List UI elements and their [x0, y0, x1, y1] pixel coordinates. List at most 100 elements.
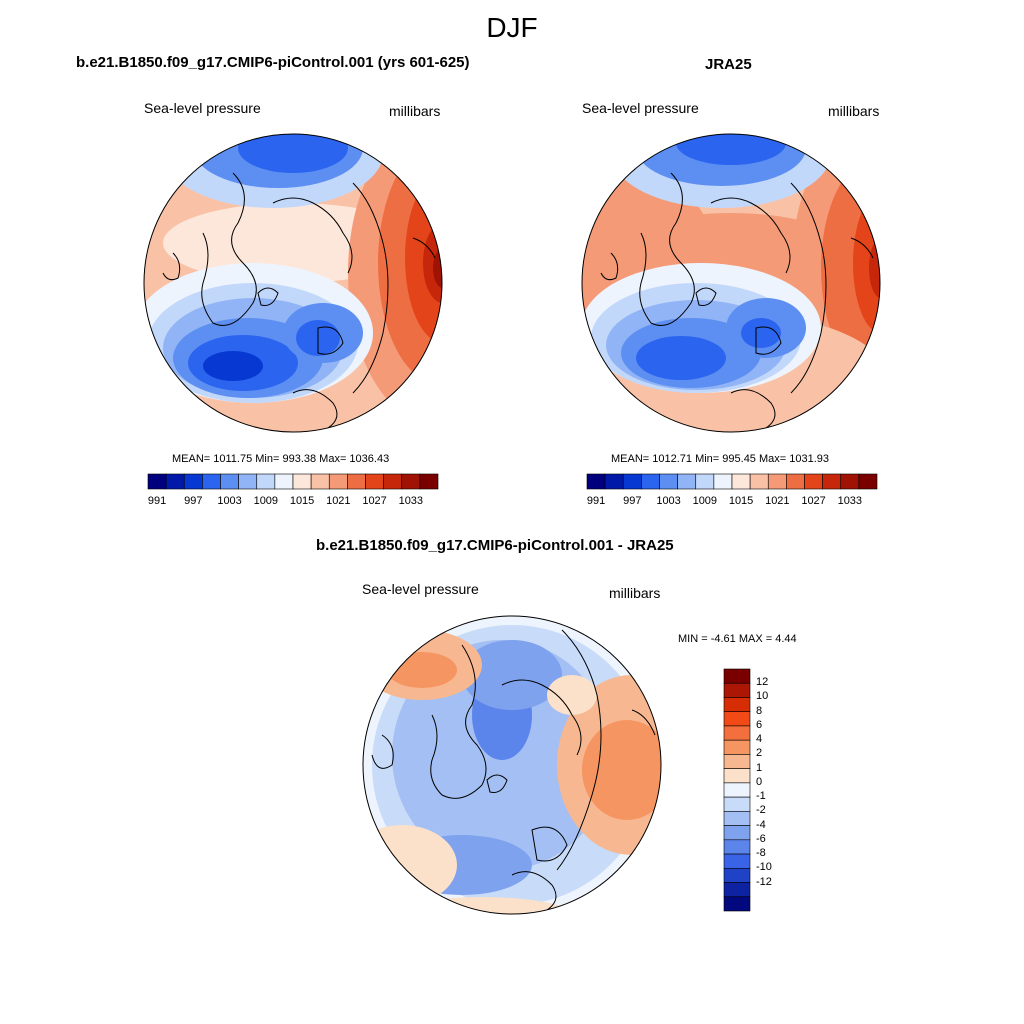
colorbar-box	[723, 796, 751, 812]
colorbar-box	[202, 473, 221, 490]
panel1-colorbar-labels: 991 997 1003 1009 1015 1021 1027 1033	[148, 495, 438, 509]
colorbar-tick-label: -8	[756, 847, 766, 860]
colorbar-tick-label: 997	[623, 495, 642, 507]
panel1-units-label: millibars	[389, 103, 441, 119]
colorbar-box	[723, 896, 751, 912]
colorbar-tick-label: 1009	[692, 495, 718, 507]
panel1-polar-map	[143, 133, 443, 433]
page-title: DJF	[486, 12, 538, 43]
colorbar-tick-label: 10	[756, 690, 769, 703]
colorbar-box	[586, 473, 606, 490]
colorbar-box	[723, 711, 751, 727]
colorbar-tick-label: 1033	[837, 495, 863, 507]
panel2-stats: MEAN= 1012.71 Min= 995.45 Max= 1031.93	[611, 453, 830, 465]
colorbar-box	[310, 473, 330, 490]
colorbar-box	[604, 473, 624, 490]
colorbar-box	[723, 867, 751, 883]
panel2-title: JRA25	[705, 56, 752, 73]
colorbar-box	[723, 682, 751, 698]
colorbar-box	[713, 473, 733, 490]
colorbar-tick-label: -1	[756, 790, 766, 803]
colorbar-tick-label: -12	[756, 875, 772, 888]
colorbar-box	[723, 754, 751, 769]
panel3-variable-label: Sea-level pressure	[362, 581, 479, 597]
colorbar-box	[365, 473, 384, 490]
colorbar-box	[347, 473, 366, 490]
colorbar-tick-label: 12	[756, 676, 769, 689]
colorbar-tick-label: 1003	[656, 495, 681, 507]
panel3-title: b.e21.B1850.f09_g17.CMIP6-piControl.001 …	[316, 537, 674, 554]
panel3-polar-map	[362, 615, 662, 915]
colorbar-tick-label: 991	[586, 495, 606, 507]
colorbar-tick-label: 1	[756, 761, 763, 774]
panel3-colorbar	[723, 668, 751, 912]
colorbar-tick-label: 1003	[217, 495, 242, 507]
panel3-units-label: millibars	[609, 585, 661, 601]
panel1-colorbar	[147, 473, 439, 490]
colorbar-box	[804, 473, 823, 490]
colorbar-box	[723, 825, 751, 841]
panel2-colorbar	[586, 473, 878, 490]
colorbar-tick-label: 1027	[801, 495, 826, 507]
colorbar-box	[622, 473, 642, 490]
colorbar-box	[723, 768, 751, 784]
colorbar-tick-label: 0	[756, 775, 763, 788]
colorbar-tick-label: -4	[756, 818, 766, 831]
panel2-units-label: millibars	[828, 103, 880, 119]
colorbar-box	[220, 473, 239, 490]
colorbar-box	[723, 839, 751, 855]
colorbar-tick-label: 2	[756, 747, 763, 760]
colorbar-box	[723, 697, 751, 713]
colorbar-box	[723, 882, 751, 898]
colorbar-box	[723, 782, 751, 798]
colorbar-tick-label: -2	[756, 804, 766, 817]
colorbar-box	[723, 811, 751, 826]
colorbar-box	[659, 473, 678, 490]
colorbar-tick-label: 1021	[326, 495, 351, 507]
colorbar-box	[858, 473, 878, 490]
colorbar-box	[401, 473, 421, 490]
colorbar-box	[786, 473, 805, 490]
panel2-colorbar-labels: 991 997 1003 1009 1015 1021 1027 1033	[587, 495, 877, 509]
colorbar-box	[292, 473, 312, 490]
colorbar-box	[641, 473, 660, 490]
colorbar-box	[731, 473, 751, 490]
colorbar-box	[723, 725, 751, 741]
colorbar-tick-label: 1009	[253, 495, 279, 507]
colorbar-box	[723, 668, 751, 684]
colorbar-tick-label: 1015	[728, 495, 754, 507]
colorbar-tick-label: 8	[756, 704, 763, 717]
panel2-variable-label: Sea-level pressure	[582, 100, 699, 116]
colorbar-box	[767, 473, 787, 490]
colorbar-box	[723, 853, 751, 869]
colorbar-box	[165, 473, 185, 490]
panel1-stats: MEAN= 1011.75 Min= 993.38 Max= 1036.43	[172, 453, 390, 465]
colorbar-box	[183, 473, 203, 490]
colorbar-tick-label: 6	[756, 718, 763, 731]
colorbar-box	[274, 473, 294, 490]
panel1-title: b.e21.B1850.f09_g17.CMIP6-piControl.001 …	[76, 54, 470, 71]
panel3-stats: MIN = -4.61 MAX = 4.44	[678, 633, 797, 645]
colorbar-box	[238, 473, 258, 490]
colorbar-box	[328, 473, 348, 490]
colorbar-box	[383, 473, 403, 490]
colorbar-tick-label: 991	[147, 495, 167, 507]
colorbar-box	[256, 473, 276, 490]
colorbar-tick-label: 1027	[362, 495, 387, 507]
colorbar-tick-label: -6	[756, 832, 766, 845]
panel3-colorbar-labels: 12 10 8 6 4 2 1 0 -1 -2 -4 -6 -8 -10 -12	[756, 669, 796, 911]
colorbar-tick-label: 997	[184, 495, 203, 507]
colorbar-box	[147, 473, 167, 490]
colorbar-box	[695, 473, 715, 490]
panel2-polar-map	[581, 133, 881, 433]
colorbar-tick-label: 1021	[765, 495, 790, 507]
colorbar-box	[723, 739, 751, 755]
colorbar-box	[677, 473, 697, 490]
colorbar-box	[749, 473, 769, 490]
colorbar-tick-label: -10	[756, 861, 772, 874]
colorbar-box	[822, 473, 842, 490]
colorbar-tick-label: 4	[756, 733, 763, 746]
panel1-variable-label: Sea-level pressure	[144, 100, 261, 116]
colorbar-box	[840, 473, 860, 490]
colorbar-box	[419, 473, 439, 490]
